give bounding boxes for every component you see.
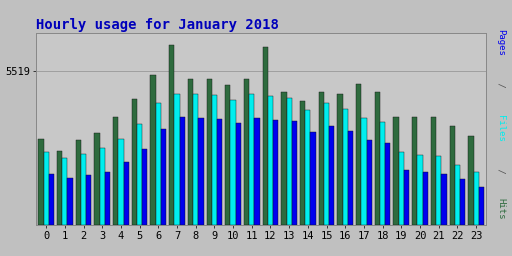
Bar [455,165,460,225]
Bar [468,136,474,225]
Bar [254,118,260,225]
Bar [76,140,81,225]
Bar [217,119,222,225]
Bar [212,95,217,225]
Bar [324,103,329,225]
Bar [180,117,185,225]
Bar [441,174,446,225]
Bar [225,85,230,225]
Bar [287,98,292,225]
Bar [188,79,193,225]
Bar [137,124,142,225]
Bar [310,132,316,225]
Bar [175,93,180,225]
Bar [329,125,334,225]
Bar [249,94,254,225]
Bar [300,101,305,225]
Bar [479,187,484,225]
Bar [404,170,409,225]
Bar [118,139,123,225]
Bar [281,92,287,225]
Bar [268,96,273,225]
Bar [263,47,268,225]
Bar [151,75,156,225]
Bar [385,143,391,225]
Bar [412,117,417,225]
Bar [198,118,204,225]
Bar [132,99,137,225]
Bar [361,118,367,225]
Text: /: / [496,77,505,93]
Bar [348,131,353,225]
Bar [236,123,241,225]
Bar [422,172,428,225]
Bar [431,117,436,225]
Bar [169,45,175,225]
Bar [57,151,62,225]
Bar [81,154,86,225]
Bar [474,172,479,225]
Bar [394,117,399,225]
Bar [44,152,49,225]
Bar [375,92,380,225]
Bar [62,158,68,225]
Bar [156,103,161,225]
Bar [68,178,73,225]
Bar [105,172,110,225]
Bar [230,100,236,225]
Text: Files: Files [496,115,505,142]
Bar [292,121,297,225]
Bar [460,179,465,225]
Text: Hourly usage for January 2018: Hourly usage for January 2018 [36,18,279,32]
Text: Pages: Pages [496,29,505,56]
Bar [86,175,91,225]
Bar [49,174,54,225]
Bar [399,152,404,225]
Bar [123,162,129,225]
Bar [142,149,147,225]
Bar [100,148,105,225]
Bar [436,156,441,225]
Bar [113,117,118,225]
Bar [450,125,455,225]
Bar [367,140,372,225]
Bar [244,79,249,225]
Bar [193,94,198,225]
Bar [94,133,100,225]
Bar [343,109,348,225]
Text: /: / [496,163,505,179]
Bar [161,129,166,225]
Bar [356,84,361,225]
Bar [38,139,44,225]
Bar [305,110,310,225]
Bar [417,155,422,225]
Bar [273,120,279,225]
Bar [337,93,343,225]
Bar [318,92,324,225]
Bar [206,79,212,225]
Text: Hits: Hits [496,198,505,220]
Bar [380,122,385,225]
